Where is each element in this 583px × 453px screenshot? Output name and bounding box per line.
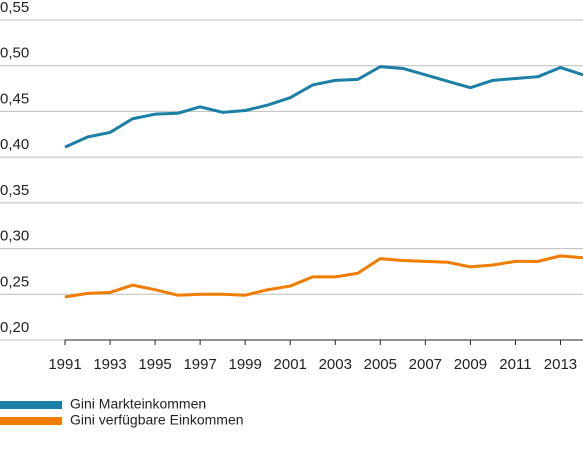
x-tick-label: 1999 (228, 356, 261, 373)
x-tick-label: 1995 (138, 356, 171, 373)
x-tick-label: 2013 (544, 356, 577, 373)
x-tick-label: 2005 (364, 356, 397, 373)
y-tick-label: 0,30 (0, 228, 29, 245)
x-tick-label: 1997 (183, 356, 216, 373)
series-line (64, 254, 583, 299)
legend-label: Gini Markteinkommen (70, 396, 206, 412)
y-tick-label: 0,40 (0, 136, 29, 153)
x-tick-label: 2011 (499, 356, 531, 373)
x-tick-label: 2009 (454, 356, 487, 373)
legend-swatch (0, 401, 62, 409)
x-tick-label: 1993 (93, 356, 126, 373)
y-tick-label: 0,20 (0, 319, 29, 336)
legend-swatch (0, 417, 62, 425)
x-tick-label: 2007 (409, 356, 442, 373)
x-tick-label: 2003 (319, 356, 352, 373)
y-tick-label: 0,35 (0, 182, 29, 199)
y-tick-label: 0,55 (0, 0, 29, 16)
y-tick-label: 0,50 (0, 45, 29, 62)
series-line (64, 65, 583, 149)
y-tick-label: 0,45 (0, 90, 29, 107)
y-tick-label: 0,25 (0, 273, 29, 290)
legend-label: Gini verfügbare Einkommen (70, 412, 244, 428)
x-tick-label: 2001 (274, 356, 307, 373)
x-tick-label: 1991 (48, 356, 81, 373)
